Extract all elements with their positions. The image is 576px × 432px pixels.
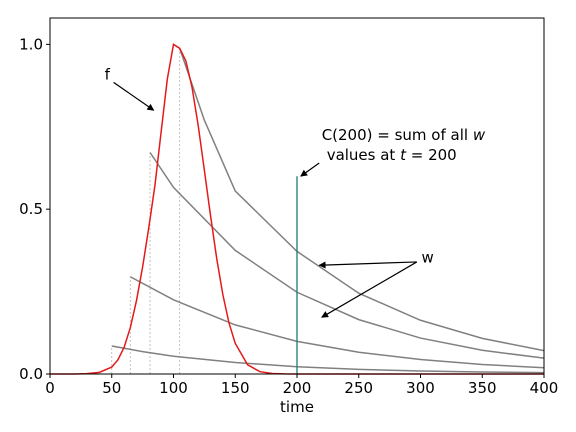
x-tick-label: 400 — [530, 379, 559, 397]
x-tick-label: 250 — [344, 379, 373, 397]
x-tick-label: 150 — [221, 379, 250, 397]
y-tick-label: 0.0 — [19, 365, 43, 383]
annotations: f w C(200) = sum of all w values at t = 200 — [105, 65, 486, 318]
c200-annotation-line1: C(200) = sum of all w — [322, 126, 486, 144]
c200-annotation-arrow — [300, 162, 320, 177]
w-curve-4 — [178, 48, 545, 352]
x-tick-label: 0 — [45, 379, 55, 397]
x-tick-label: 200 — [283, 379, 312, 397]
w-curve-3 — [149, 152, 545, 359]
y-tick-label: 1.0 — [19, 35, 43, 53]
x-tick-label: 50 — [102, 379, 121, 397]
w-curve-2 — [129, 276, 545, 369]
x-tick-label: 350 — [468, 379, 497, 397]
x-tick-label: 100 — [159, 379, 188, 397]
w-annotation-label: w — [422, 249, 434, 267]
x-axis: 0 50 100 150 200 250 300 350 400 — [45, 374, 558, 397]
w-annotation-arrow-2 — [321, 261, 418, 318]
x-tick-label: 300 — [406, 379, 435, 397]
w-annotation-arrow-1 — [318, 261, 417, 269]
y-tick-label: 0.5 — [19, 200, 43, 218]
y-axis: 0.0 0.5 1.0 — [19, 35, 50, 383]
x-axis-label: time — [280, 398, 314, 416]
f-annotation-label: f — [105, 65, 111, 83]
plot-area — [50, 43, 545, 375]
f-annotation-arrow — [113, 81, 155, 111]
c200-annotation-line2: values at t = 200 — [327, 146, 457, 164]
